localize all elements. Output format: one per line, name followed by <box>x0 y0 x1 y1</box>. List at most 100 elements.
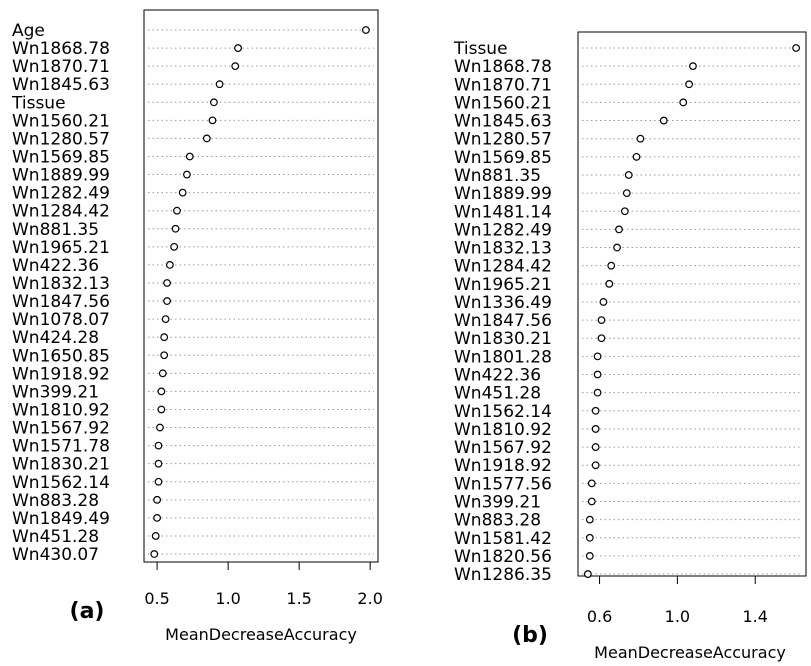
panel-b-point <box>591 461 600 470</box>
panel-a-point <box>160 333 169 342</box>
panel-a-category-labels: AgeWn1868.78Wn1870.71Wn1845.63TissueWn15… <box>11 21 110 565</box>
panel-a-category-label: Wn1847.56 <box>12 292 110 312</box>
panel-b-category-label: Wn451.28 <box>454 384 541 404</box>
panel-b-category-label: Wn1562.14 <box>454 402 552 422</box>
panel-a-x-tick-label: 1.0 <box>215 589 240 608</box>
panel-b-x-title: MeanDecreaseAccuracy <box>594 643 786 662</box>
panel-b-point <box>679 98 688 107</box>
panel-b: TissueWn1868.78Wn1870.71Wn1560.21Wn1845.… <box>453 31 807 662</box>
panel-b-category-label: Wn422.36 <box>454 366 541 386</box>
panel-a-point <box>154 459 163 468</box>
panel-a-category-label: Wn1078.07 <box>12 310 110 330</box>
panel-a-point <box>158 369 167 378</box>
panel-b-point <box>605 279 614 288</box>
panel-a-category-label: Wn881.35 <box>12 220 99 240</box>
panel-a-point <box>154 477 163 486</box>
panel-a-point <box>156 423 164 432</box>
panel-b-point <box>624 171 633 179</box>
panel-a-point <box>151 532 160 540</box>
panel-b-category-label: Wn881.35 <box>454 166 541 186</box>
panel-b-category-label: Wn1560.21 <box>454 93 552 113</box>
panel-b-point <box>583 570 592 578</box>
panel-b-point <box>632 152 641 161</box>
panel-a-point <box>163 297 171 305</box>
panel-b-category-label: Wn1581.42 <box>454 529 552 549</box>
panel-b-category-label: Wn1847.56 <box>454 311 552 331</box>
panel-b-point <box>587 497 596 506</box>
panel-a-point <box>160 351 169 360</box>
panel-b-category-label: Wn1336.49 <box>454 293 552 313</box>
panel-a-point <box>150 550 159 558</box>
panel-b-point <box>636 134 645 143</box>
panel-a-point <box>185 152 194 161</box>
panel-a-category-label: Wn1868.78 <box>12 39 110 59</box>
panel-b-category-label: Wn1820.56 <box>454 547 552 567</box>
panel-a-category-label: Wn451.28 <box>12 527 99 547</box>
panel-b-category-labels: TissueWn1868.78Wn1870.71Wn1560.21Wn1845.… <box>453 39 552 585</box>
panel-b-point <box>585 552 594 560</box>
panel-b-plot-frame <box>577 31 807 577</box>
panel-a-category-label: Wn1889.99 <box>12 166 110 186</box>
panel-a-point <box>157 387 166 396</box>
panel-b-category-label: Wn1868.78 <box>454 57 552 77</box>
panel-a-label: (a) <box>70 599 105 624</box>
panel-b-point <box>585 515 594 524</box>
panel-b-point <box>685 80 693 89</box>
panel-b-category-label: Wn1286.35 <box>454 565 552 585</box>
panel-b-point <box>599 298 608 306</box>
panel-a-point <box>183 170 191 179</box>
panel-a-point <box>153 495 162 504</box>
panel-b-point <box>615 225 623 234</box>
panel-b-category-label: Wn1845.63 <box>454 112 552 132</box>
panel-b-point <box>613 243 621 252</box>
panel-b-point <box>597 334 606 343</box>
panel-b-category-label: Wn1832.13 <box>454 239 552 259</box>
panel-b-category-label: Wn1567.92 <box>454 438 552 458</box>
panel-a-category-label: Wn1965.21 <box>12 238 110 258</box>
panel-a-point <box>215 80 224 89</box>
panel-b-point <box>593 352 602 361</box>
panel-a-point <box>154 441 163 450</box>
panel-b-category-label: Wn399.21 <box>454 493 541 513</box>
panel-a-category-label: Wn1282.49 <box>12 184 110 204</box>
panel-b-point <box>622 189 631 198</box>
panel-b-x-tick-label: 1.4 <box>743 607 768 626</box>
panel-b-category-label: Wn883.28 <box>454 511 541 531</box>
panel-a-point <box>173 206 181 215</box>
panel-b-category-label: Wn1830.21 <box>454 329 552 349</box>
panel-a-category-label: Wn422.36 <box>12 256 99 276</box>
panel-a-category-label: Wn883.28 <box>12 491 99 511</box>
panel-a-point <box>157 405 166 414</box>
panel-b-point <box>659 116 668 125</box>
panel-b-points <box>583 44 801 578</box>
panel-a-point <box>170 242 179 251</box>
panel-a-category-label: Wn1560.21 <box>12 111 110 131</box>
panel-a-x-tick-label: 1.5 <box>286 589 311 608</box>
panel-a-category-label: Wn1284.42 <box>12 202 110 222</box>
panel-a-x-tick-label: 0.5 <box>144 589 169 608</box>
panel-b-category-label: Wn1810.92 <box>454 420 552 440</box>
panel-a-x-axis: 0.5 1.0 1.5 2.0 <box>144 562 383 608</box>
panel-a-category-label: Wn1571.78 <box>12 437 110 457</box>
panel-a-category-label: Wn399.21 <box>12 382 99 402</box>
panel-b-x-tick-label: 1.0 <box>665 607 690 626</box>
panel-b-category-label: Wn1870.71 <box>454 75 552 95</box>
panel-a-guides <box>148 29 374 555</box>
panel-a-points <box>150 26 370 558</box>
panel-b-category-label: Wn1481.14 <box>454 202 552 222</box>
panel-a-point <box>231 62 240 71</box>
panel-b-point <box>591 443 600 451</box>
panel-a-category-label: Wn1918.92 <box>12 364 110 384</box>
panel-b-point <box>593 388 602 397</box>
panel-b-category-label: Tissue <box>453 39 508 59</box>
panel-a-point <box>163 279 171 287</box>
panel-b-category-label: Wn1284.42 <box>454 257 552 277</box>
panel-a-category-label: Wn1830.21 <box>12 455 110 475</box>
panel-b-category-label: Wn1801.28 <box>454 347 552 367</box>
panel-b-category-label: Wn1889.99 <box>454 184 552 204</box>
panel-b-point <box>597 316 606 325</box>
panel-a-category-label: Age <box>12 21 45 41</box>
panel-a-category-label: Wn1845.63 <box>12 75 110 95</box>
panel-b-point <box>607 261 616 270</box>
